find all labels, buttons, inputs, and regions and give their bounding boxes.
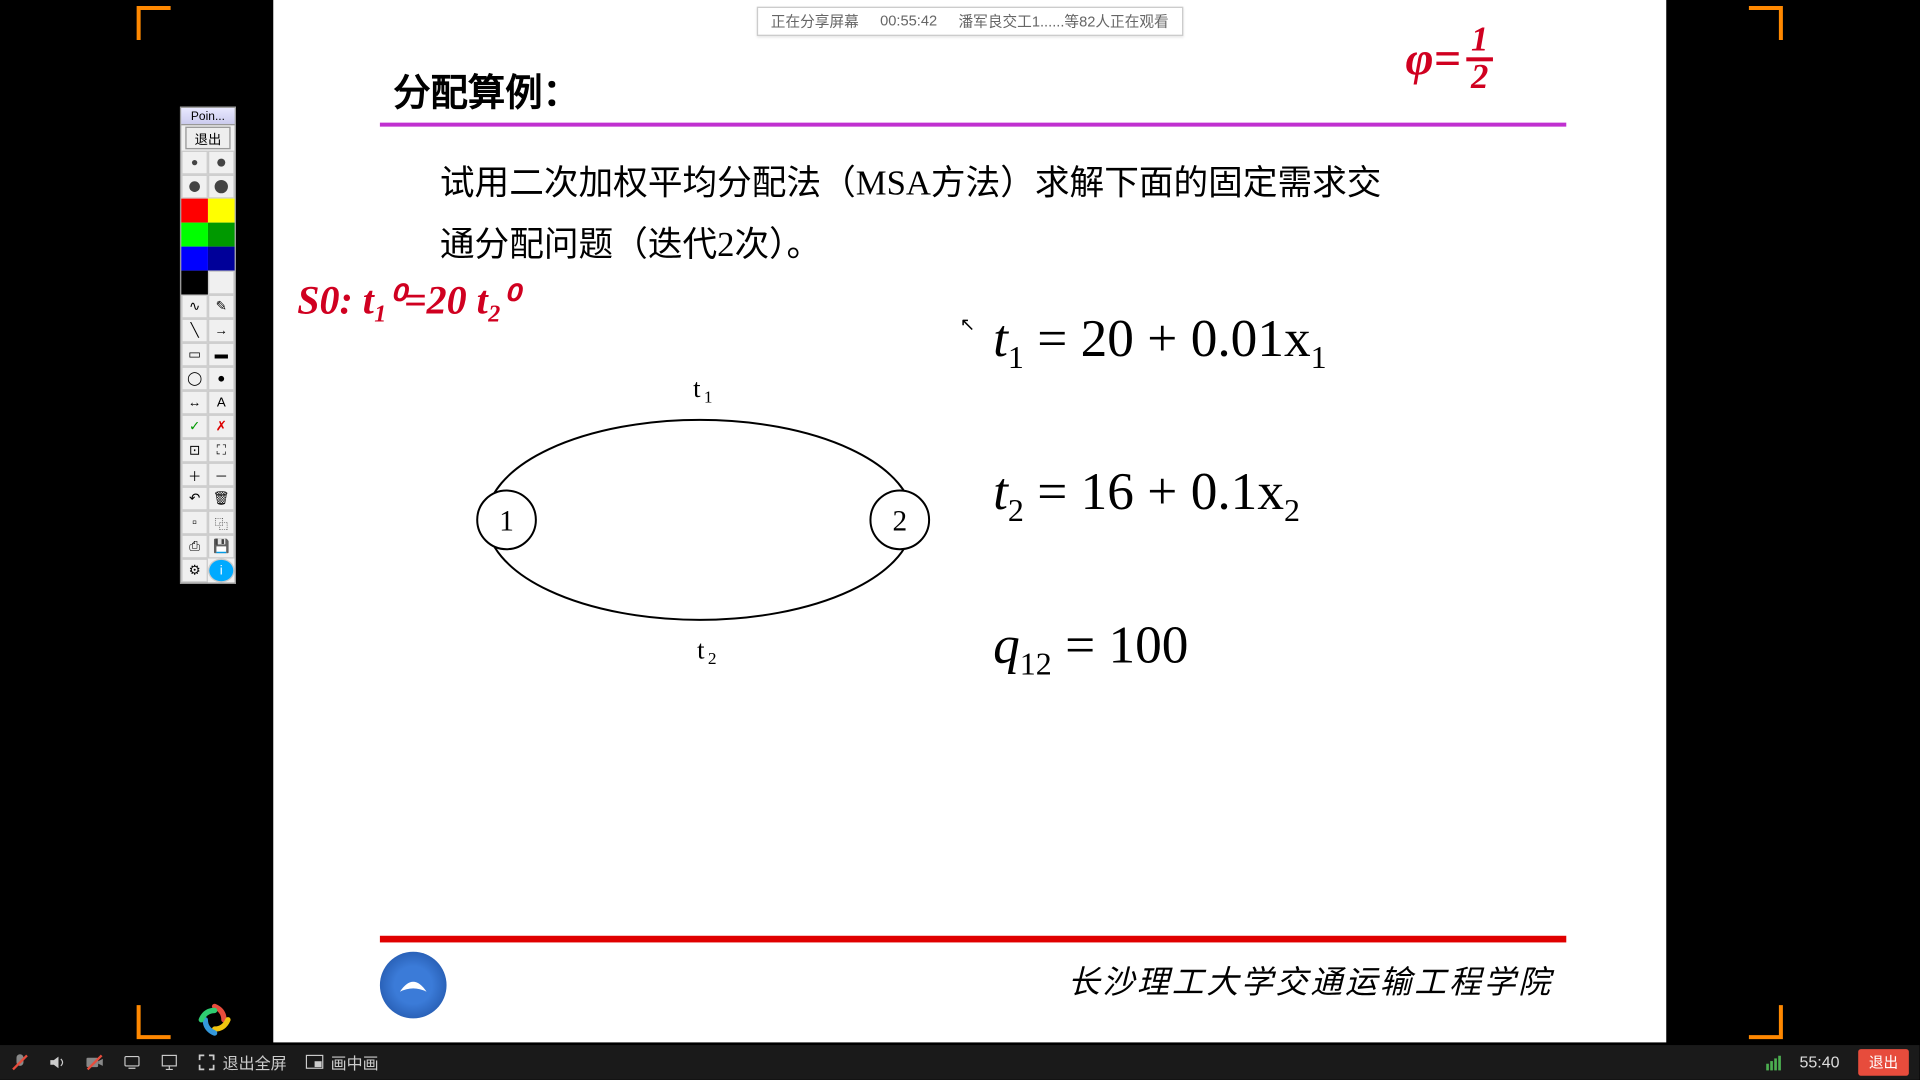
tool-doublearrow-icon[interactable]: ↔	[181, 391, 208, 415]
problem-line2: 通分配问题（迭代2次）。	[440, 214, 1520, 275]
tool-rect-icon[interactable]: ▭	[181, 343, 208, 367]
camera-off-icon[interactable]	[85, 1053, 104, 1072]
share-watchers: 潘军良交工1......等82人正在观看	[959, 11, 1169, 32]
equations-block: t1 = 20 + 0.01x1 t2 = 16 + 0.1x2 q12 = 1…	[993, 307, 1327, 767]
color-black[interactable]	[181, 271, 208, 295]
tool-delete-icon[interactable]: 🗑	[208, 487, 235, 511]
tool-undo-icon[interactable]: ↶	[181, 487, 208, 511]
tool-highlighter-icon[interactable]: ✎	[208, 295, 235, 319]
color-empty[interactable]	[208, 271, 235, 295]
diagram-label-t1: t	[693, 373, 701, 403]
equation-t2: t2 = 16 + 0.1x2	[993, 460, 1327, 531]
diagram-label-t2: t	[697, 635, 705, 665]
footer-separator	[380, 936, 1566, 943]
tool-ellipse-icon[interactable]: ◯	[181, 367, 208, 391]
elapsed-time: 55:40	[1800, 1053, 1840, 1072]
exit-button[interactable]: 退出	[1858, 1049, 1909, 1076]
signal-strength-icon	[1766, 1055, 1781, 1070]
volume-icon[interactable]	[48, 1053, 67, 1072]
tool-zoomarea-icon[interactable]: ⛶	[208, 439, 235, 463]
equation-q12: q12 = 100	[993, 613, 1327, 684]
tool-page-icon[interactable]: ▫	[181, 511, 208, 535]
pip-button[interactable]: 画中画	[305, 1051, 378, 1074]
diagram-node-2: 2	[892, 506, 907, 538]
tool-rectfill-icon[interactable]: ▬	[208, 343, 235, 367]
equation-t1: t1 = 20 + 0.01x1	[993, 307, 1327, 378]
color-red[interactable]	[181, 199, 208, 223]
mic-muted-icon[interactable]	[11, 1053, 30, 1072]
network-diagram: t 1 1 2 t 2	[453, 373, 986, 666]
tool-zoomin-icon[interactable]: ⊡	[181, 439, 208, 463]
share-duration: 00:55:42	[880, 13, 937, 29]
color-lightgreen[interactable]	[181, 223, 208, 247]
problem-statement: 试用二次加权平均分配法（MSA方法）求解下面的固定需求交 通分配问题（迭代2次）…	[440, 153, 1520, 274]
title-underline	[380, 123, 1566, 127]
tool-info-icon[interactable]: i	[208, 559, 235, 583]
corner-bracket-tl	[136, 5, 173, 42]
screen-icon[interactable]	[123, 1053, 142, 1072]
pen-size-medium[interactable]	[208, 151, 235, 175]
diagram-node-1: 1	[499, 506, 514, 538]
corner-bracket-bl	[136, 1002, 173, 1039]
tool-settings-icon[interactable]: ⚙	[181, 559, 208, 583]
screen-share-banner: 正在分享屏幕 00:55:42 潘军良交工1......等82人正在观看	[756, 7, 1183, 36]
presentation-icon[interactable]	[160, 1053, 179, 1072]
tool-freehand-icon[interactable]: ∿	[181, 295, 208, 319]
tool-copy-icon[interactable]: ⿻	[208, 511, 235, 535]
corner-bracket-tr	[1746, 5, 1783, 42]
color-blue[interactable]	[181, 247, 208, 271]
slide-title: 分配算例：	[393, 64, 580, 117]
toolbar-exit-button[interactable]: 退出	[185, 127, 230, 150]
exit-fullscreen-button[interactable]: 退出全屏	[197, 1051, 286, 1074]
toolbar-title: Poin...	[181, 108, 234, 125]
svg-text:1: 1	[704, 388, 713, 407]
footer-university: 长沙理工大学交通运输工程学院	[1068, 956, 1553, 1003]
pen-size-xlarge[interactable]	[208, 175, 235, 199]
annotation-s0: S0: t₁⁰=20 t₂⁰	[297, 277, 518, 324]
problem-line1: 试用二次加权平均分配法（MSA方法）求解下面的固定需求交	[440, 153, 1520, 214]
university-logo	[380, 952, 447, 1019]
tool-text-icon[interactable]: A	[208, 391, 235, 415]
color-darkblue[interactable]	[208, 247, 235, 271]
player-logo-icon	[197, 1002, 232, 1037]
annotation-toolbar[interactable]: Poin... 退出 ∿✎ ╲→ ▭▬ ◯● ↔A ✓✗ ⊡⛶ ＋－ ↶🗑 ▫⿻…	[180, 107, 236, 584]
tool-ellipsefill-icon[interactable]: ●	[208, 367, 235, 391]
corner-bracket-br	[1746, 1002, 1783, 1039]
player-control-bar: 退出全屏 画中画 55:40 退出	[0, 1045, 1920, 1080]
tool-minus-icon[interactable]: －	[208, 463, 235, 487]
mouse-cursor-icon: ↖	[960, 313, 976, 336]
tool-check-icon[interactable]: ✓	[181, 415, 208, 439]
svg-text:2: 2	[708, 649, 717, 667]
tool-plus-icon[interactable]: ＋	[181, 463, 208, 487]
pen-size-large[interactable]	[181, 175, 208, 199]
color-green[interactable]	[208, 223, 235, 247]
pen-size-small[interactable]	[181, 151, 208, 175]
tool-arrow-icon[interactable]: →	[208, 319, 235, 343]
tool-line-icon[interactable]: ╲	[181, 319, 208, 343]
tool-cross-icon[interactable]: ✗	[208, 415, 235, 439]
share-status: 正在分享屏幕	[771, 11, 859, 32]
annotation-phi: φ= 1 2	[1406, 27, 1493, 92]
color-yellow[interactable]	[208, 199, 235, 223]
slide-content: 正在分享屏幕 00:55:42 潘军良交工1......等82人正在观看 分配算…	[273, 0, 1666, 1042]
tool-save-icon[interactable]: 💾	[208, 535, 235, 559]
tool-print-icon[interactable]: ⎙	[181, 535, 208, 559]
